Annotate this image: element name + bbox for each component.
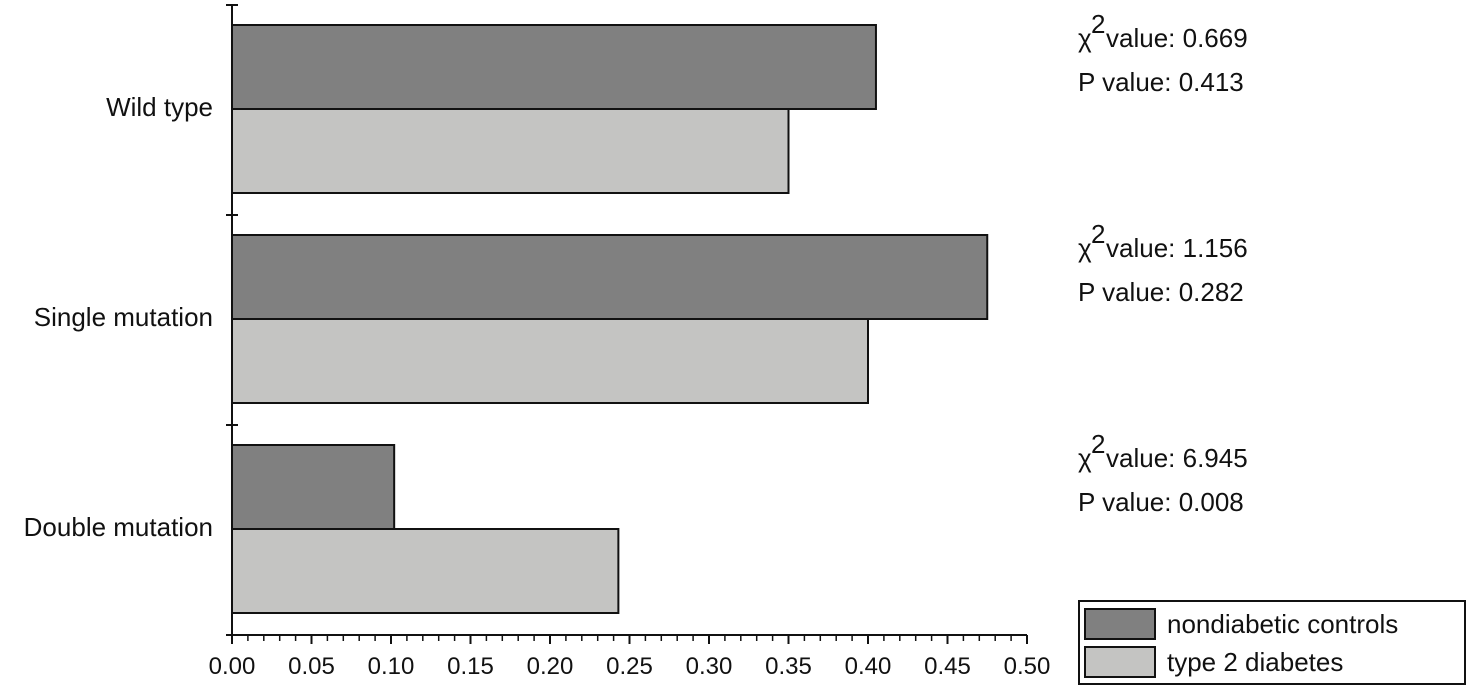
x-tick-label: 0.00 bbox=[209, 653, 256, 680]
chi-square-value: value: 6.945 bbox=[1106, 443, 1248, 473]
chi-superscript: 2 bbox=[1091, 219, 1105, 249]
bar-nondiabetic-controls-3 bbox=[231, 444, 396, 530]
x-tick-label: 0.25 bbox=[606, 653, 653, 680]
chi-square-value: value: 1.156 bbox=[1106, 233, 1248, 263]
x-tick-label: 0.15 bbox=[447, 653, 494, 680]
bar-type-2-diabetes-3 bbox=[231, 528, 620, 614]
legend-label: nondiabetic controls bbox=[1167, 609, 1398, 639]
x-tick-label: 0.45 bbox=[924, 653, 971, 680]
x-tick-label: 0.50 bbox=[1004, 653, 1051, 680]
bar-type-2-diabetes-2 bbox=[231, 318, 869, 404]
p-value: P value: 0.008 bbox=[1078, 487, 1244, 517]
x-tick-label: 0.05 bbox=[288, 653, 335, 680]
category-label: Wild type bbox=[106, 92, 213, 122]
chi-square-value: value: 0.669 bbox=[1106, 23, 1248, 53]
x-tick-label: 0.35 bbox=[765, 653, 812, 680]
x-tick-label: 0.10 bbox=[368, 653, 415, 680]
bar-nondiabetic-controls-1 bbox=[231, 24, 877, 110]
legend-swatch-type-2-diabetes bbox=[1084, 646, 1156, 678]
legend-swatch-nondiabetic-controls bbox=[1084, 608, 1156, 640]
chi-symbol: χ bbox=[1078, 443, 1092, 473]
chi-symbol: χ bbox=[1078, 23, 1092, 53]
chi-superscript: 2 bbox=[1091, 429, 1105, 459]
bar-nondiabetic-controls-2 bbox=[231, 234, 989, 320]
legend-label: type 2 diabetes bbox=[1167, 647, 1343, 677]
chi-symbol: χ bbox=[1078, 233, 1092, 263]
x-tick-label: 0.20 bbox=[527, 653, 574, 680]
bar-type-2-diabetes-1 bbox=[231, 108, 790, 194]
x-tick-label: 0.30 bbox=[686, 653, 733, 680]
x-tick-label: 0.40 bbox=[845, 653, 892, 680]
p-value: P value: 0.413 bbox=[1078, 67, 1244, 97]
chi-superscript: 2 bbox=[1091, 9, 1105, 39]
p-value: P value: 0.282 bbox=[1078, 277, 1244, 307]
category-label: Single mutation bbox=[34, 302, 213, 332]
category-label: Double mutation bbox=[24, 512, 213, 542]
